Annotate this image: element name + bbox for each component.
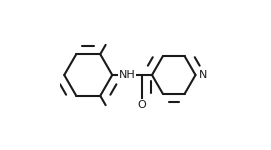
Text: O: O [138,100,147,110]
Text: NH: NH [119,70,136,80]
Text: N: N [199,70,207,80]
